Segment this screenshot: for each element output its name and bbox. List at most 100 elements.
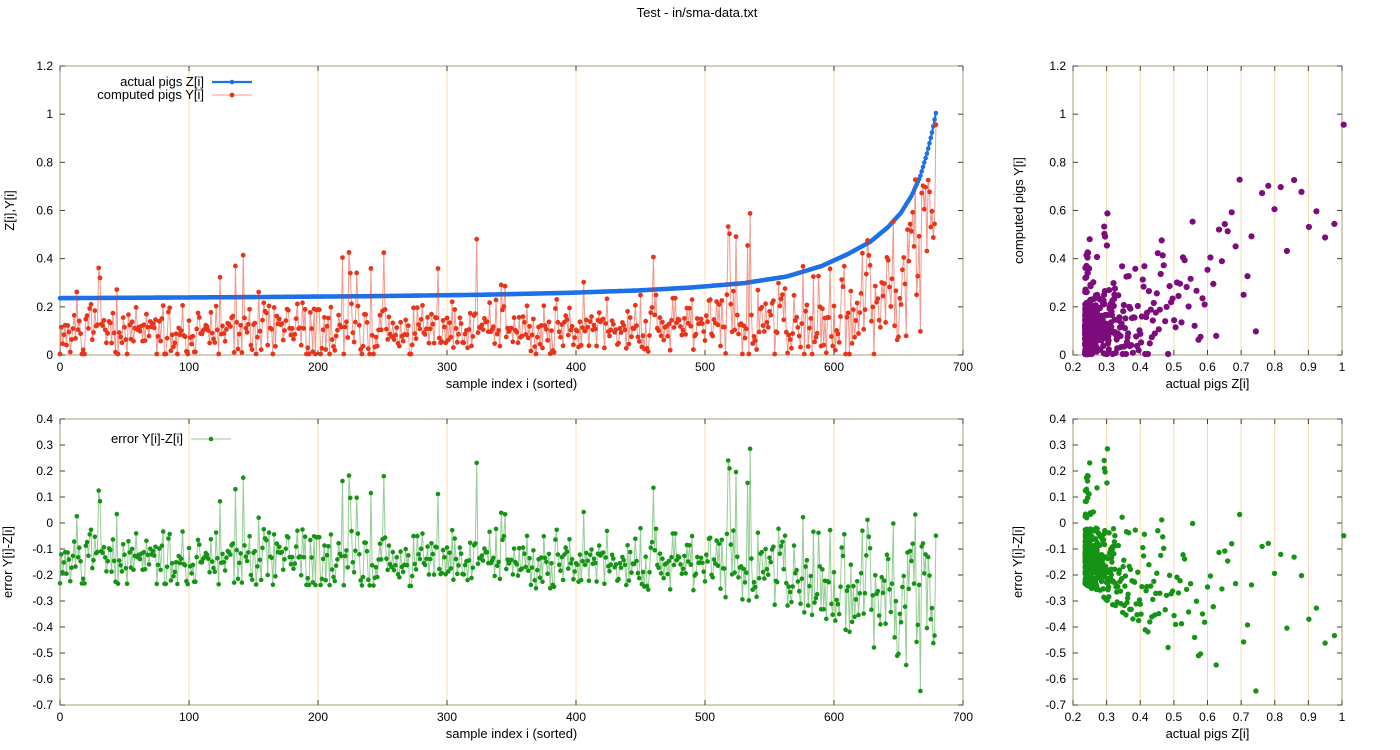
svg-text:0.3: 0.3 [1098,710,1115,724]
svg-text:-0.5: -0.5 [1045,646,1066,660]
svg-text:1: 1 [1059,107,1066,121]
tick-labels: 0 100 200 300 400 500 600 700 -0.7 -0.6 -0.5 -0.4 -0… [32,412,973,724]
x-axis-label: sample index i (sorted) [446,376,578,391]
svg-text:-0.6: -0.6 [32,672,53,686]
chart-scatter-actual-vs-computed: 0.2 0.3 0.4 0.5 0.6 0.7 0.8 0.9 100.20.40.60.811… [1011,59,1347,391]
svg-text:0.8: 0.8 [36,155,53,169]
svg-text:-0.7: -0.7 [1045,698,1066,712]
axis-ticks [59,65,964,356]
svg-text:0.2: 0.2 [36,300,53,314]
plot-border [59,65,964,356]
tick-labels: 0.2 0.3 0.4 0.5 0.6 0.7 0.8 0.9 100.20.40.60.811… [1049,59,1345,374]
svg-text:0.2: 0.2 [1065,710,1082,724]
svg-text:0.2: 0.2 [1049,464,1066,478]
svg-text:0: 0 [46,516,53,530]
svg-text:0.3: 0.3 [1049,438,1066,452]
svg-text:-0.4: -0.4 [32,620,53,634]
tick-labels: 0.2 0.3 0.4 0.5 0.6 0.7 0.8 0.9 1 -0.7 -0.6 -0.5 -0.… [1045,412,1345,724]
svg-text:0.2: 0.2 [1065,360,1082,374]
svg-text:0.3: 0.3 [1098,360,1115,374]
svg-text:0.1: 0.1 [1049,490,1066,504]
svg-text:0: 0 [57,710,64,724]
svg-text:-0.4: -0.4 [1045,620,1066,634]
svg-text:500: 500 [695,360,715,374]
svg-text:500: 500 [695,710,715,724]
chart-sorted-series: 0 100 200 300 400 500 600 700 0 0.2 0.4 0.6 0.8 1 1.2 s… [2,59,973,391]
svg-text:1: 1 [1339,710,1346,724]
svg-text:1.2: 1.2 [1049,59,1066,73]
svg-text:0.7: 0.7 [1233,360,1250,374]
x-axis-label: actual pigs Z[i] [1166,376,1250,391]
plot-border [59,418,964,706]
legend-label: actual pigs Z[i] [120,74,204,89]
legend: actual pigs Z[i]computed pigs Y[i] [97,74,252,102]
svg-text:0.4: 0.4 [1132,710,1149,724]
svg-text:0.2: 0.2 [36,464,53,478]
x-axis-label: actual pigs Z[i] [1166,726,1250,741]
svg-text:700: 700 [953,710,973,724]
svg-text:0.6: 0.6 [1049,204,1066,218]
svg-text:0.4: 0.4 [1132,360,1149,374]
svg-text:100: 100 [179,710,199,724]
svg-text:-0.1: -0.1 [32,542,53,556]
svg-text:0.8: 0.8 [1266,710,1283,724]
svg-text:400: 400 [566,360,586,374]
svg-text:0.7: 0.7 [1233,710,1250,724]
chart-error-series: 0 100 200 300 400 500 600 700 -0.7 -0.6 -0.5 -0.4 -0… [0,412,973,741]
svg-text:0.4: 0.4 [36,252,53,266]
axis-ticks [1072,418,1343,706]
svg-text:-0.7: -0.7 [32,698,53,712]
tick-labels: 0 100 200 300 400 500 600 700 0 0.2 0.4 0.6 0.8 1 1.2 [36,59,973,374]
svg-text:300: 300 [437,360,457,374]
series-ZE [1082,446,1347,694]
series-ZY [1082,121,1347,358]
svg-text:0.5: 0.5 [1166,360,1183,374]
plot-title: Test - in/sma-data.txt [636,5,758,20]
y-axis-label: computed pigs Y[i] [1011,157,1026,264]
x-axis-label: sample index i (sorted) [446,726,578,741]
svg-text:400: 400 [566,710,586,724]
svg-text:1: 1 [46,107,53,121]
svg-text:0: 0 [1059,348,1066,362]
svg-text:0: 0 [57,360,64,374]
svg-text:-0.6: -0.6 [1045,672,1066,686]
svg-text:0.9: 0.9 [1300,360,1317,374]
svg-text:1.2: 1.2 [36,59,53,73]
legend-label: error Y[i]-Z[i] [111,431,183,446]
grid-lines [188,419,835,705]
legend: error Y[i]-Z[i] [111,431,231,446]
svg-text:700: 700 [953,360,973,374]
svg-text:-0.2: -0.2 [32,568,53,582]
svg-text:-0.3: -0.3 [1045,594,1066,608]
legend-label: computed pigs Y[i] [97,87,204,102]
svg-text:0.8: 0.8 [1266,360,1283,374]
svg-text:600: 600 [824,360,844,374]
svg-text:0.4: 0.4 [1049,252,1066,266]
chart-scatter-actual-vs-error: 0.2 0.3 0.4 0.5 0.6 0.7 0.8 0.9 1 -0.7 -0.6 -0.5 -0.… [1010,412,1347,741]
y-axis-label: error Y[i]-Z[i] [0,526,15,598]
svg-text:-0.1: -0.1 [1045,542,1066,556]
axis-ticks [59,418,964,706]
grid-lines [1106,419,1309,705]
svg-text:-0.2: -0.2 [1045,568,1066,582]
svg-text:0.2: 0.2 [1049,300,1066,314]
svg-text:0.3: 0.3 [36,438,53,452]
svg-text:-0.5: -0.5 [32,646,53,660]
svg-text:0.8: 0.8 [1049,155,1066,169]
svg-text:100: 100 [179,360,199,374]
svg-text:0: 0 [46,348,53,362]
series-Y [57,122,939,357]
svg-text:0: 0 [1059,516,1066,530]
svg-text:1: 1 [1339,360,1346,374]
y-axis-label: Z[i],Y[i] [2,190,17,230]
svg-text:0.6: 0.6 [1199,710,1216,724]
grid-lines [188,66,835,355]
svg-text:0.5: 0.5 [1166,710,1183,724]
series-E [57,446,939,694]
axis-ticks [1072,65,1343,356]
svg-text:0.1: 0.1 [36,490,53,504]
grid-lines [1106,66,1309,355]
svg-text:200: 200 [308,360,328,374]
svg-text:300: 300 [437,710,457,724]
